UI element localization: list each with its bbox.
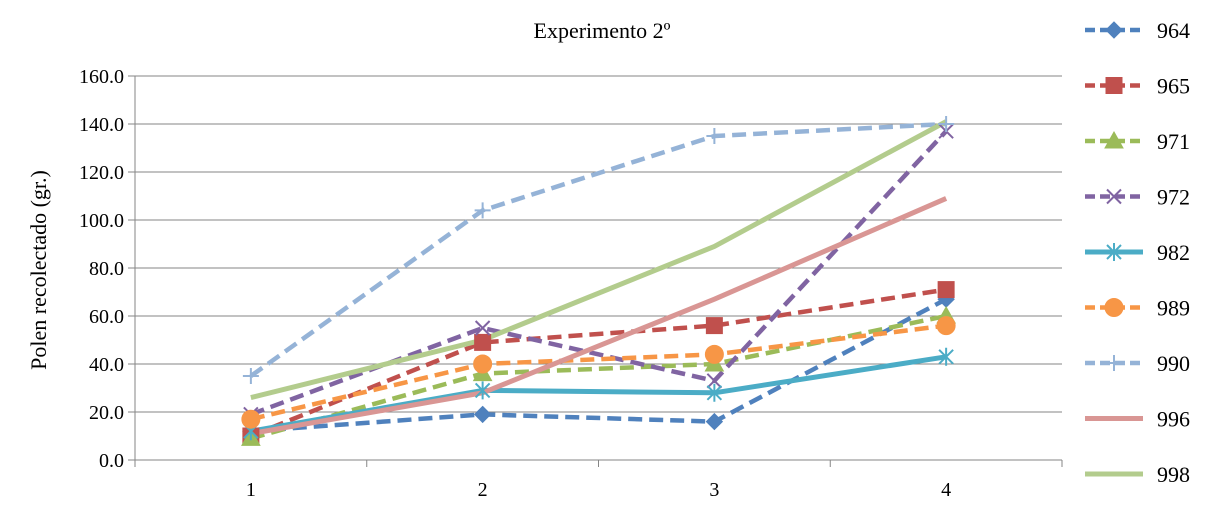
legend-label-996: 996 bbox=[1157, 407, 1190, 432]
series-line-996 bbox=[250, 196, 948, 437]
series-line-998 bbox=[250, 119, 948, 401]
y-tick-label: 140.0 bbox=[79, 114, 124, 136]
legend-marker-964 bbox=[1105, 21, 1123, 39]
legend-label-998: 998 bbox=[1157, 462, 1190, 487]
x-tick-label: 1 bbox=[246, 479, 256, 501]
series-line-972 bbox=[250, 129, 948, 417]
x-axis: 1 2 3 4 bbox=[134, 76, 1063, 501]
data-point-990 bbox=[242, 368, 259, 384]
series-line-965 bbox=[250, 287, 947, 439]
legend-marker-990 bbox=[1106, 355, 1122, 371]
data-point-965 bbox=[474, 333, 492, 351]
legend-label-989: 989 bbox=[1157, 296, 1190, 321]
data-point-982 bbox=[474, 381, 491, 400]
legend-marker-971 bbox=[1104, 130, 1124, 149]
legend-label-990: 990 bbox=[1157, 351, 1190, 376]
data-point-964 bbox=[705, 412, 724, 431]
data-point-990 bbox=[474, 202, 491, 219]
legend-marker-989 bbox=[1104, 298, 1124, 317]
chart-title: Experimento 2º bbox=[534, 18, 671, 43]
data-point-990 bbox=[938, 116, 955, 132]
series-line-990 bbox=[249, 121, 947, 378]
y-tick-label: 120.0 bbox=[79, 162, 124, 184]
data-point-964 bbox=[473, 405, 492, 424]
y-tick-label: 0.0 bbox=[99, 450, 124, 472]
legend-label-972: 972 bbox=[1157, 185, 1190, 210]
data-point-990 bbox=[706, 128, 723, 144]
y-tick-label: 160.0 bbox=[79, 66, 124, 88]
data-point-989 bbox=[936, 316, 956, 336]
x-tick-label: 4 bbox=[941, 479, 951, 501]
legend-marker-965 bbox=[1105, 77, 1123, 94]
legend: 964 965 971 972 982 989 990 996 998 bbox=[1085, 18, 1190, 487]
data-point-965 bbox=[937, 281, 955, 299]
data-point-965 bbox=[705, 317, 723, 335]
y-tick-label: 20.0 bbox=[89, 402, 124, 424]
series-line-964 bbox=[250, 297, 948, 434]
y-axis-ticks: 0.0 20.0 40.0 60.0 80.0 100.0 120.0 140.0 160.0 bbox=[79, 66, 135, 472]
y-axis-label: Polen recolectado (gr.) bbox=[26, 170, 51, 370]
series-markers bbox=[241, 116, 956, 446]
y-tick-label: 80.0 bbox=[89, 258, 124, 280]
series-line-971 bbox=[250, 313, 947, 441]
x-tick-label: 3 bbox=[709, 479, 719, 501]
legend-marker-982 bbox=[1106, 243, 1122, 261]
legend-marker-972 bbox=[1106, 188, 1122, 205]
legend-label-971: 971 bbox=[1157, 129, 1190, 154]
series-lines bbox=[249, 119, 948, 441]
data-point-982 bbox=[706, 383, 723, 402]
legend-label-965: 965 bbox=[1157, 74, 1190, 99]
data-point-972 bbox=[474, 320, 491, 336]
data-point-989 bbox=[241, 409, 261, 429]
legend-label-964: 964 bbox=[1157, 18, 1190, 43]
data-point-989 bbox=[473, 354, 493, 374]
y-tick-label: 60.0 bbox=[89, 306, 124, 328]
y-tick-label: 100.0 bbox=[79, 210, 124, 232]
data-point-989 bbox=[704, 344, 724, 364]
x-tick-label: 2 bbox=[478, 479, 488, 501]
y-tick-label: 40.0 bbox=[89, 354, 124, 376]
data-point-972 bbox=[706, 373, 723, 389]
legend-label-982: 982 bbox=[1157, 240, 1190, 265]
data-point-982 bbox=[938, 347, 954, 366]
